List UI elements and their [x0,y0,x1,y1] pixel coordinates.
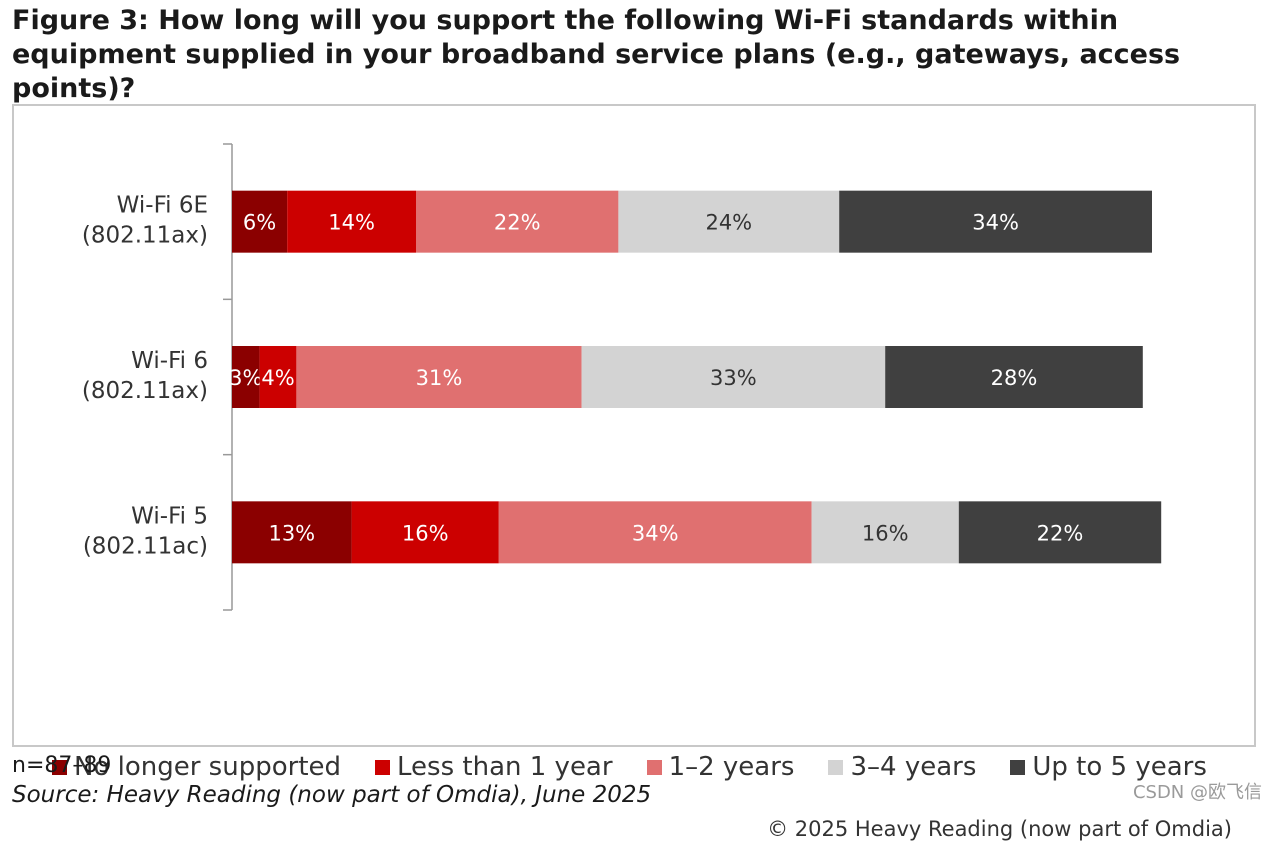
category-label: Wi-Fi 6 (802.11ax) [82,348,208,404]
watermark: CSDN @欧飞信 [1132,782,1262,803]
data-label: 31% [416,366,463,390]
bar-segment [811,501,959,564]
data-label: 13% [268,521,315,545]
bar-segment [296,346,582,408]
legend-label: 3–4 years [850,752,977,782]
data-label: 22% [1037,521,1084,545]
category-label-line: (802.11ax) [82,223,208,249]
category-label-line: (802.11ac) [83,533,208,559]
legend-item: 1–2 years [646,752,795,782]
source-note: Source: Heavy Reading (now part of Omdia… [12,782,652,808]
bar-segment [885,346,1143,408]
bar-segment [618,190,840,253]
bar-segment [416,190,619,253]
bar-segment [958,501,1162,564]
data-label: 24% [705,211,752,235]
chart-frame: Wi-Fi 6E (802.11ax) 6% 14% 22% 24% 34% Wi-Fi 6 (… [12,104,1256,841]
bar-segment [351,501,499,564]
chart-legend: No longer supported Less than 1 year 1–2 y… [52,752,1207,782]
category-label-line: Wi-Fi 6E [117,193,208,219]
bar-segment [839,190,1152,253]
legend-swatch [375,759,391,775]
bar-segment [259,346,297,408]
legend-swatch [828,759,844,775]
legend-label: Up to 5 years [1032,752,1207,782]
bar-segment [287,190,416,253]
stacked-bar-chart: Wi-Fi 6E (802.11ax) 6% 14% 22% 24% 34% Wi-Fi 6 (… [82,143,1162,611]
category-label: Wi-Fi 6E (802.11ax) [82,193,208,249]
category-label-line: Wi-Fi 5 [131,503,208,529]
data-label: 3% [229,366,262,390]
data-label: 22% [494,211,541,235]
data-label: 28% [991,366,1038,390]
copyright-notice: © 2025 Heavy Reading (now part of Omdia) [767,817,1232,841]
data-label: 16% [862,521,909,545]
category-label-line: Wi-Fi 6 [131,348,208,374]
legend-label: Less than 1 year [397,752,613,782]
legend-label: No longer supported [74,752,342,782]
bar-segment [232,190,288,253]
figure-title: Figure 3: How long will you support the … [12,5,1181,104]
data-label: 34% [972,211,1019,235]
legend-item: Up to 5 years [1010,752,1207,782]
legend-swatch [1010,759,1026,775]
bar-segment [232,346,260,408]
data-label: 6% [243,211,276,235]
legend-item: 3–4 years [828,752,976,782]
bar-segment [232,501,352,564]
sample-size-note: n=87–89 [12,753,112,778]
bar-segment [581,346,886,408]
data-label: 34% [632,521,679,545]
data-label: 33% [710,366,757,390]
category-label-line: (802.11ax) [82,378,208,404]
legend-item: Less than 1 year [375,752,613,782]
bar-segment [498,501,812,564]
category-label: Wi-Fi 5 (802.11ac) [83,503,208,559]
legend-swatch [52,759,67,775]
data-label: 14% [328,211,375,235]
legend-swatch [646,759,662,775]
legend-item: No longer supported [52,752,341,782]
legend-label: 1–2 years [668,752,795,782]
data-label: 4% [261,366,294,390]
data-label: 16% [402,521,449,545]
